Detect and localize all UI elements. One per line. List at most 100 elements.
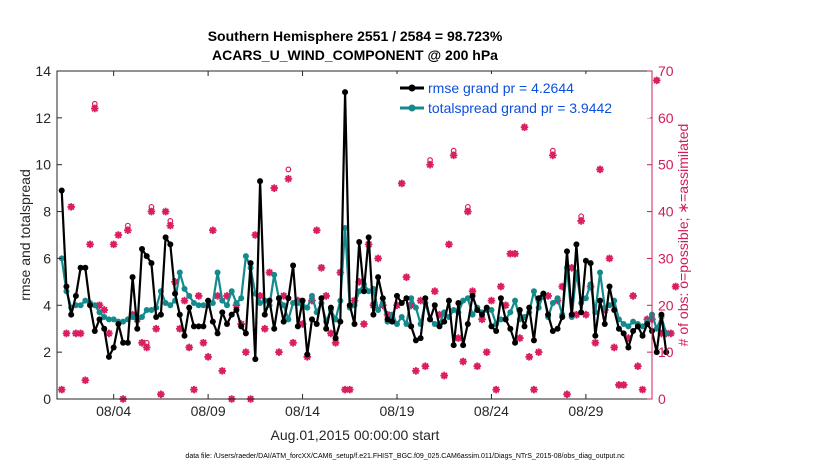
right-y-tick-label: 50 xyxy=(658,157,674,173)
totalspread-point xyxy=(190,299,197,306)
totalspread-point xyxy=(209,299,216,306)
assimilated-obs-marker xyxy=(426,160,434,169)
rmse-point xyxy=(190,323,197,330)
assimilated-obs-marker xyxy=(374,254,382,263)
assimilated-obs-marker xyxy=(355,278,364,286)
rmse-point xyxy=(351,321,358,328)
assimilated-obs-marker xyxy=(530,385,538,394)
rmse-point xyxy=(110,344,117,351)
assimilated-obs-marker xyxy=(265,268,274,277)
assimilated-obs-marker xyxy=(449,151,458,160)
assimilated-obs-marker xyxy=(152,324,160,333)
assimilated-obs-marker xyxy=(525,353,534,361)
rmse-point xyxy=(530,337,537,344)
assimilated-obs-marker xyxy=(289,338,297,347)
x-axis-ticks: 08/04 08/09 08/14 08/19 08/24 08/29 xyxy=(96,71,604,419)
rmse-point xyxy=(186,304,193,311)
assimilated-obs-marker xyxy=(185,343,194,352)
rmse-point xyxy=(134,325,141,332)
rmse-point xyxy=(592,332,599,339)
x-tick-label: 08/24 xyxy=(474,403,509,419)
assimilated-obs-marker xyxy=(492,385,500,394)
rmse-point xyxy=(394,292,400,299)
totalspread-point xyxy=(507,309,514,316)
totalspread-point xyxy=(342,224,349,231)
totalspread-point xyxy=(238,295,245,302)
assimilated-obs-marker xyxy=(402,273,411,281)
rmse-point xyxy=(285,295,292,302)
assimilated-obs-marker xyxy=(256,292,264,300)
rmse-point xyxy=(360,288,367,295)
totalspread-point xyxy=(186,292,193,299)
left-y-tick-label: 6 xyxy=(43,250,51,266)
rmse-point xyxy=(564,248,570,255)
rmse-point xyxy=(72,292,79,299)
assimilated-obs-marker xyxy=(76,329,85,338)
rmse-point xyxy=(455,299,462,306)
rmse-point xyxy=(143,253,150,260)
right-axis-ticks: 0 10 20 30 40 50 60 70 xyxy=(647,63,674,407)
assimilated-obs-marker xyxy=(81,376,90,385)
assimilated-obs-marker xyxy=(213,292,222,300)
totalspread-point xyxy=(195,302,202,309)
x-tick-label: 08/19 xyxy=(379,403,414,419)
rmse-point xyxy=(639,332,646,339)
left-y-tick-label: 8 xyxy=(43,204,51,220)
rmse-point xyxy=(82,264,89,271)
rmse-point xyxy=(493,328,500,335)
assimilated-obs-marker xyxy=(161,207,170,216)
totalspread-point xyxy=(257,299,264,306)
rmse-point xyxy=(87,302,94,309)
totalspread-point xyxy=(139,314,145,320)
totalspread-point xyxy=(129,314,136,320)
right-y-tick-label: 20 xyxy=(658,297,674,313)
totalspread-point xyxy=(512,297,519,304)
assimilated-obs-marker xyxy=(72,329,80,338)
assimilated-obs-marker xyxy=(421,362,430,370)
assimilated-obs-marker xyxy=(95,301,104,310)
assimilated-obs-marker xyxy=(520,123,529,132)
rmse-point xyxy=(228,311,235,318)
totalspread-point xyxy=(488,306,495,313)
assimilated-obs-marker xyxy=(511,249,519,258)
rmse-point xyxy=(139,246,145,253)
assimilated-obs-marker xyxy=(487,296,496,305)
assimilated-obs-marker xyxy=(157,390,165,399)
totalspread-point xyxy=(181,285,188,292)
assimilated-obs-marker xyxy=(624,334,633,342)
assimilated-obs-marker xyxy=(109,240,118,249)
rmse-point xyxy=(441,318,448,325)
assimilated-obs-marker xyxy=(482,348,491,356)
assimilated-obs-marker xyxy=(341,385,349,394)
assimilated-obs-marker xyxy=(138,338,146,347)
rmse-point xyxy=(365,234,372,241)
totalspread-point xyxy=(290,299,297,306)
assimilated-obs-marker xyxy=(105,329,113,338)
totalspread-point xyxy=(285,316,292,323)
rmse-point xyxy=(469,292,476,299)
assimilated-obs-marker xyxy=(634,362,642,370)
rmse-point xyxy=(176,311,183,318)
right-y-tick-label: 0 xyxy=(658,391,666,407)
rmse-point xyxy=(304,351,311,358)
data-file-footer: data file: /Users/raeder/DAI/ATM_forcXX/… xyxy=(185,453,625,460)
rmse-point xyxy=(290,262,297,269)
assimilated-obs-marker xyxy=(577,217,585,225)
totalspread-point xyxy=(105,316,112,323)
assimilated-obs-marker xyxy=(478,315,486,324)
rmse-point xyxy=(120,339,127,346)
assimilated-obs-marker xyxy=(260,324,269,333)
right-y-tick-label: 60 xyxy=(658,110,674,126)
assimilated-obs-marker xyxy=(331,338,340,347)
assimilated-obs-marker xyxy=(322,292,330,300)
assimilated-obs-marker xyxy=(327,329,335,338)
rmse-point xyxy=(153,314,160,320)
legend-spread-marker xyxy=(408,104,416,112)
rmse-point xyxy=(101,325,108,332)
x-tick-label: 08/04 xyxy=(96,403,131,419)
assimilated-obs-marker xyxy=(582,310,590,319)
rmse-point xyxy=(356,239,363,246)
totalspread-point xyxy=(271,271,278,278)
assimilated-obs-marker xyxy=(440,371,449,380)
rmse-point xyxy=(497,295,504,302)
